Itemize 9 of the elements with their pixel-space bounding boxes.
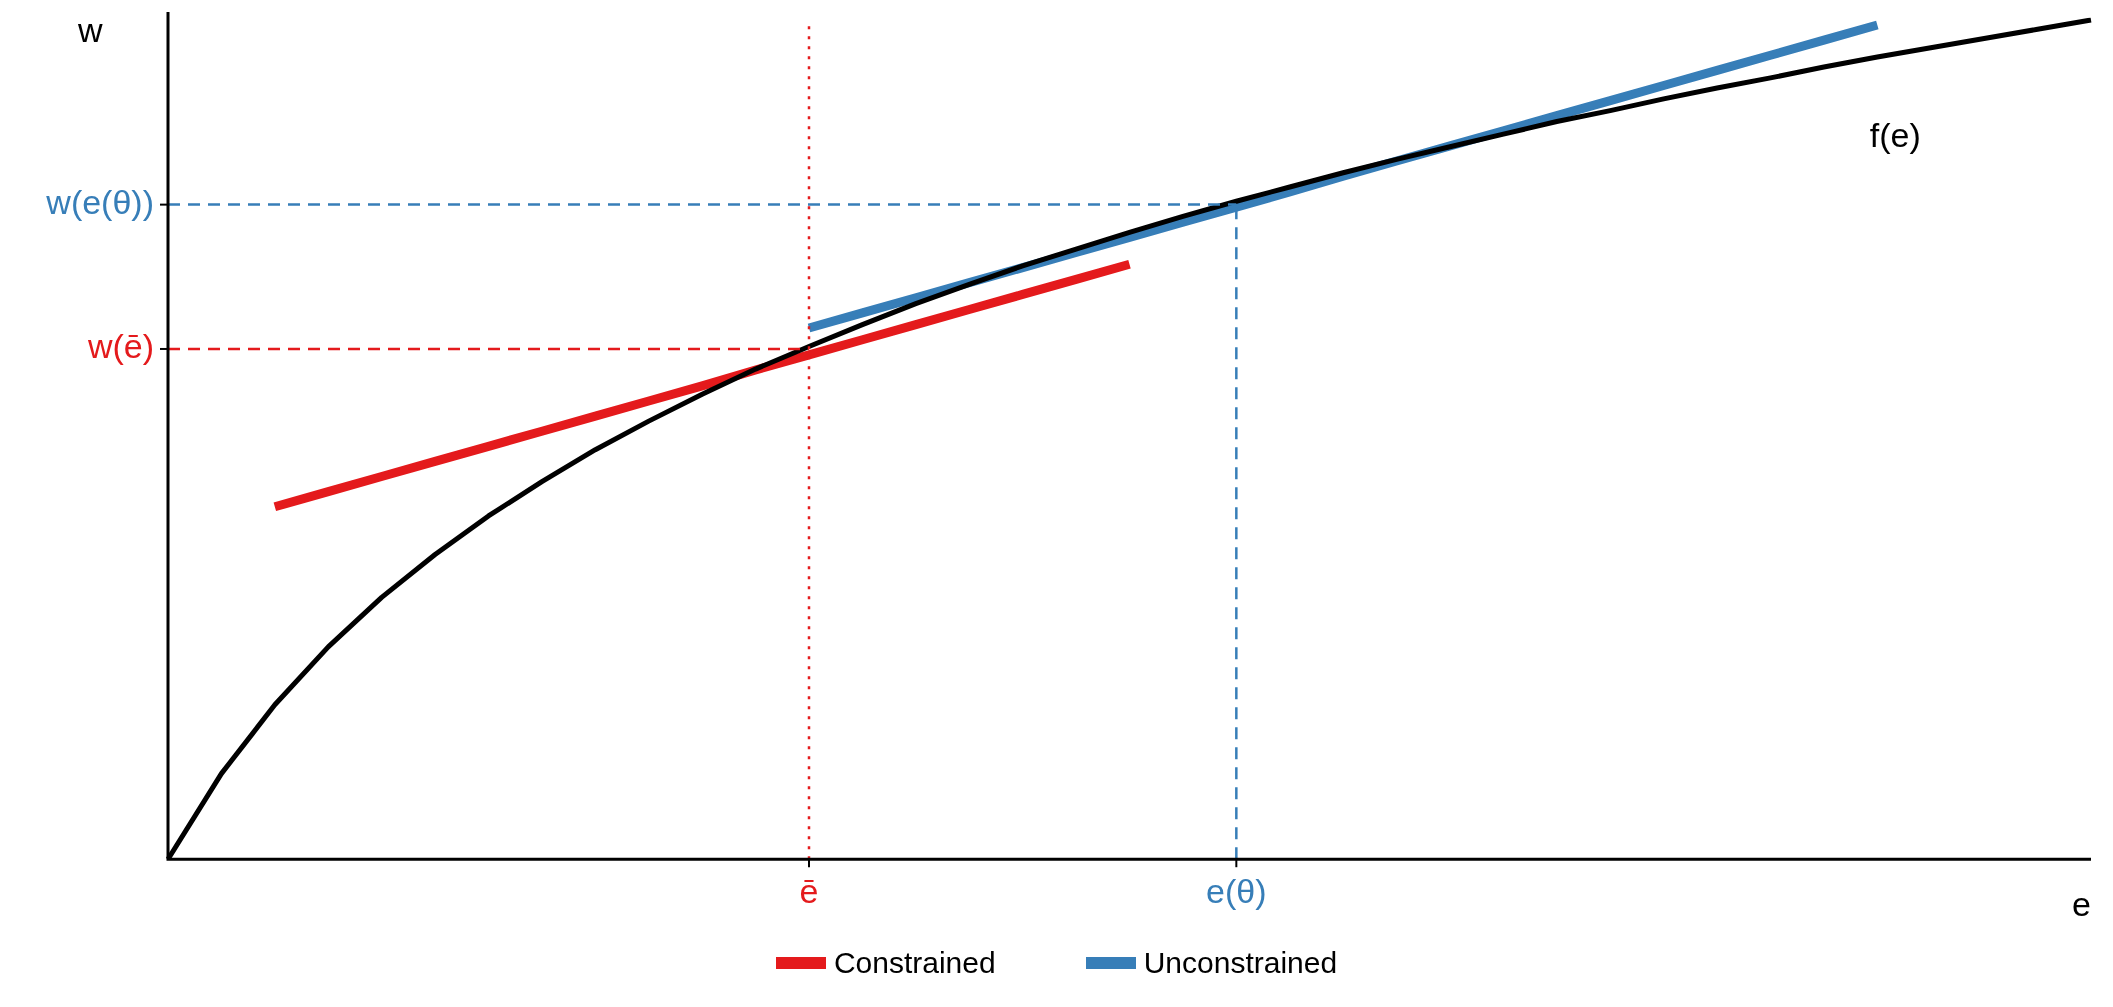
y-axis-title: w — [77, 11, 103, 50]
ref-line-label: w(e(θ)) — [45, 183, 154, 221]
legend-label: Constrained — [833, 946, 996, 980]
x-tick-label: e(θ) — [1206, 871, 1267, 910]
x-tick-label: ē — [799, 871, 819, 910]
x-axis-title: e — [2072, 884, 2091, 923]
legend-label: Unconstrained — [1143, 946, 1338, 980]
annotation: f(e) — [1869, 115, 1921, 154]
ref-line-label: w(ē) — [86, 327, 154, 366]
